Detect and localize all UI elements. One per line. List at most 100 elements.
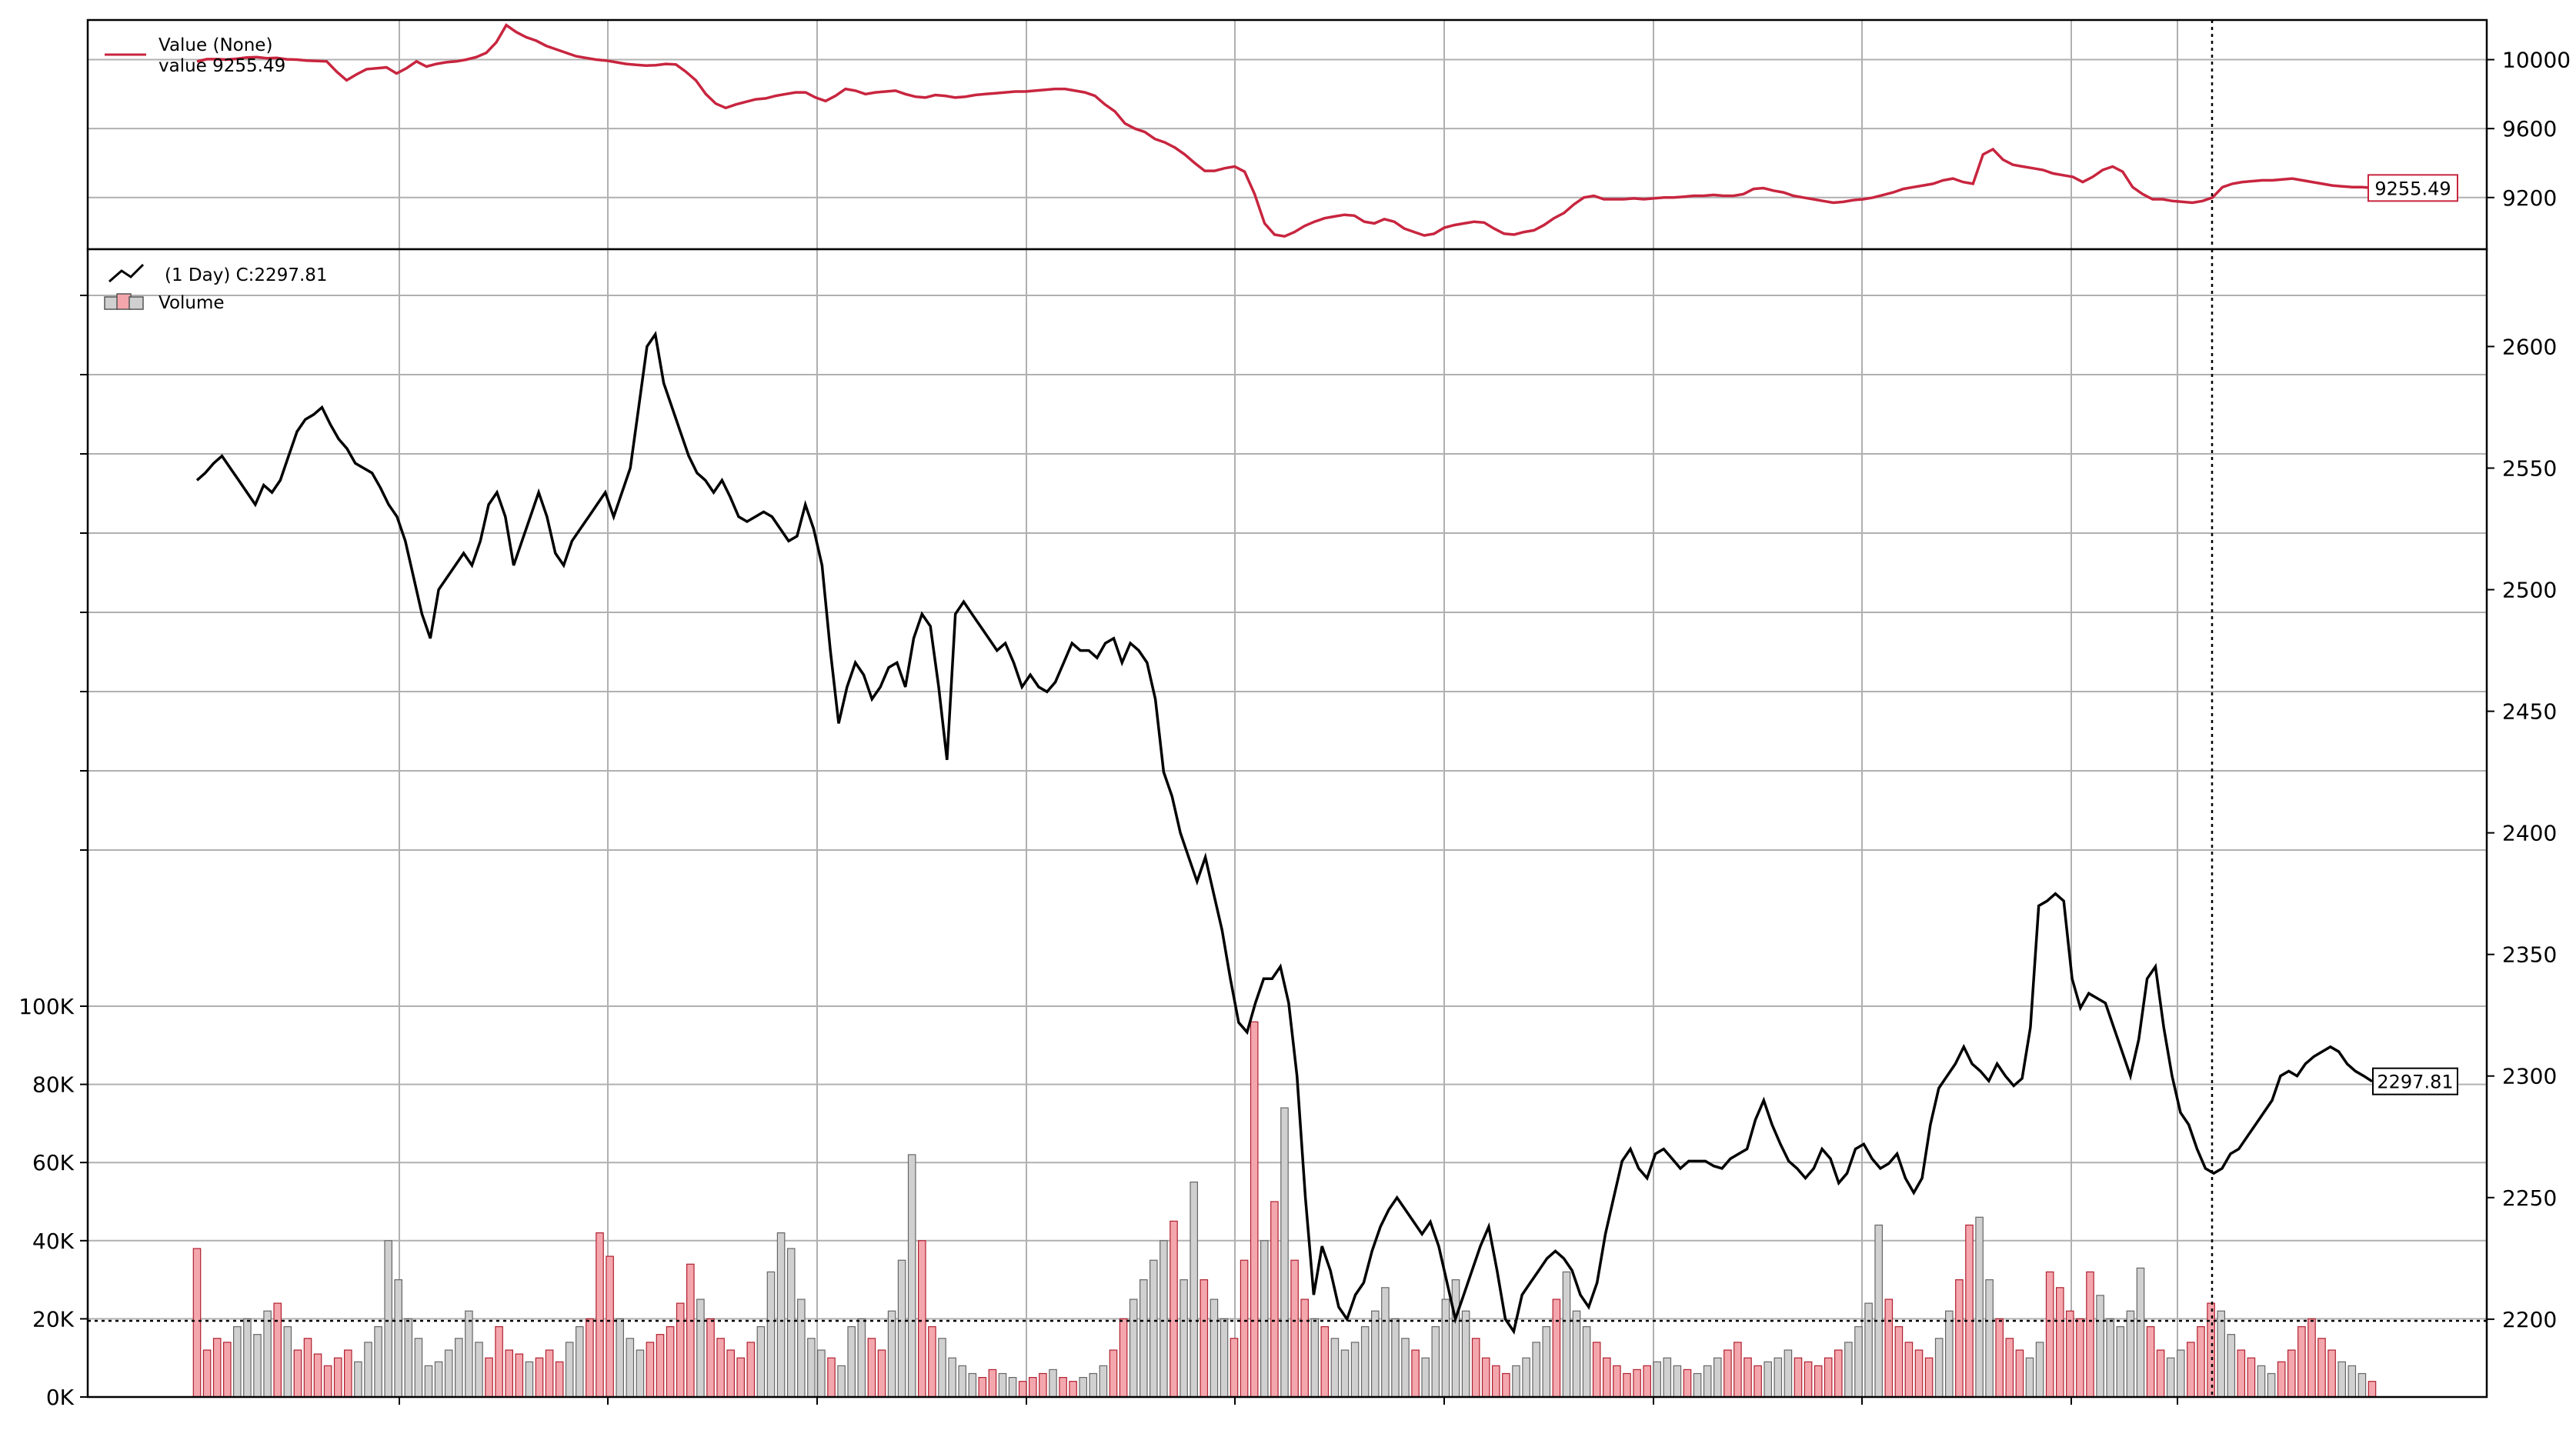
volume-bar xyxy=(354,1361,362,1398)
volume-bar xyxy=(1663,1357,1672,1398)
volume-bar xyxy=(333,1357,342,1398)
volume-bar xyxy=(847,1325,856,1398)
volume-bar xyxy=(626,1338,635,1398)
volume-bar xyxy=(2297,1325,2306,1398)
volume-bar xyxy=(323,1365,332,1398)
volume-bar xyxy=(1170,1220,1178,1398)
price-legend-swatch xyxy=(108,263,145,283)
volume-bar xyxy=(303,1338,312,1398)
price-tick-label: 2400 xyxy=(2502,821,2557,846)
value-last-tag: 9255.49 xyxy=(2367,174,2458,202)
volume-tick-label: 100K xyxy=(18,994,74,1019)
volume-bar xyxy=(1340,1349,1350,1398)
volume-bar xyxy=(1542,1325,1551,1398)
volume-bar xyxy=(1784,1349,1793,1398)
volume-bar xyxy=(525,1361,534,1398)
volume-bar xyxy=(2056,1287,2064,1398)
volume-bar xyxy=(1360,1325,1370,1398)
volume-bar xyxy=(928,1325,936,1398)
volume-bar xyxy=(907,1154,916,1398)
volume-bar xyxy=(1391,1318,1400,1398)
volume-bar xyxy=(1934,1338,1944,1398)
price-volume-panel: 2200 2250 2300 2350 2400 2450 2500 2550 2600 0K 2… xyxy=(18,248,2557,1410)
volume-bar xyxy=(1240,1259,1249,1398)
volume-axis-ticks: 0K 20K 40K 60K 80K 100K xyxy=(18,295,88,1410)
volume-bar xyxy=(1109,1349,1118,1398)
volume-bar xyxy=(2146,1325,2155,1398)
volume-bar xyxy=(917,1240,926,1398)
volume-tick-label: 20K xyxy=(32,1306,75,1332)
volume-bar xyxy=(1491,1365,1500,1398)
volume-bar xyxy=(1713,1357,1722,1398)
volume-bar xyxy=(1512,1365,1520,1398)
volume-bar xyxy=(2076,1318,2084,1398)
volume-bar xyxy=(575,1325,584,1398)
volume-bar xyxy=(2156,1349,2165,1398)
volume-legend-swatch-down-2 xyxy=(128,296,144,310)
volume-bar xyxy=(313,1353,322,1398)
volume-bar xyxy=(1673,1365,1682,1398)
volume-bar xyxy=(807,1338,816,1398)
volume-bar xyxy=(1683,1369,1692,1398)
volume-bar xyxy=(2287,1349,2296,1398)
price-tag-box xyxy=(2372,1067,2458,1095)
volume-bar xyxy=(2015,1349,2024,1398)
volume-bar xyxy=(2327,1349,2336,1398)
volume-bar xyxy=(1451,1279,1460,1398)
value-legend-readout: value 9255.49 xyxy=(158,56,285,76)
volume-bar xyxy=(1370,1310,1380,1398)
value-axis-ticks: 9200 9600 10000 xyxy=(2487,48,2571,211)
volume-bar xyxy=(686,1263,695,1398)
volume-bar xyxy=(1804,1361,1813,1398)
volume-bar xyxy=(877,1349,886,1398)
volume-bar xyxy=(1260,1240,1269,1398)
price-tag-label: 2297.81 xyxy=(2377,1072,2453,1093)
volume-bar xyxy=(706,1318,715,1398)
volume-bar xyxy=(887,1310,896,1398)
volume-tick-label: 60K xyxy=(32,1150,75,1175)
volume-bar xyxy=(2257,1365,2266,1398)
volume-bar xyxy=(2136,1267,2145,1398)
volume-bar xyxy=(1502,1372,1510,1398)
volume-bar xyxy=(465,1310,473,1398)
volume-bar xyxy=(1381,1287,1390,1398)
volume-bar xyxy=(1995,1318,2004,1398)
volume-bar xyxy=(756,1325,766,1398)
volume-bar xyxy=(1200,1279,1209,1398)
value-tick-label: 10000 xyxy=(2502,48,2571,73)
volume-bar xyxy=(1028,1376,1037,1398)
volume-bar xyxy=(1461,1310,1470,1398)
value-legend: Value (None) value 9255.49 xyxy=(105,35,285,76)
volume-bar xyxy=(1723,1349,1732,1398)
volume-bar xyxy=(545,1349,554,1398)
volume-bar xyxy=(1794,1357,1803,1398)
volume-bar xyxy=(374,1325,382,1398)
volume-bar xyxy=(2166,1357,2175,1398)
volume-bars xyxy=(192,1021,2377,1398)
volume-bar xyxy=(2317,1338,2326,1398)
volume-bar xyxy=(2337,1361,2346,1398)
price-tick-label: 2550 xyxy=(2502,455,2557,481)
value-panel: 9200 9600 10000 Value (None) value 9255.49… xyxy=(86,18,2571,251)
volume-bar xyxy=(505,1349,513,1398)
value-plot-area xyxy=(88,20,2487,249)
value-vertical-grid xyxy=(399,20,2178,249)
volume-bar xyxy=(2237,1349,2246,1398)
volume-bar xyxy=(1471,1338,1480,1398)
volume-bar xyxy=(1904,1342,1914,1398)
volume-bar xyxy=(555,1361,564,1398)
price-axis-ticks: 2200 2250 2300 2350 2400 2450 2500 2550 2600 xyxy=(2487,334,2557,1332)
volume-bar xyxy=(958,1365,966,1398)
volume-bar xyxy=(1552,1299,1561,1398)
volume-bar xyxy=(596,1232,604,1398)
volume-bar xyxy=(273,1302,282,1398)
volume-bar xyxy=(1834,1349,1843,1398)
price-horizontal-grid xyxy=(88,295,2487,851)
volume-bar xyxy=(2177,1349,2185,1398)
volume-bar xyxy=(1039,1372,1047,1398)
volume-bar xyxy=(2025,1357,2034,1398)
volume-bar xyxy=(1643,1365,1651,1398)
volume-bar xyxy=(746,1342,756,1398)
volume-bar xyxy=(1864,1302,1873,1398)
